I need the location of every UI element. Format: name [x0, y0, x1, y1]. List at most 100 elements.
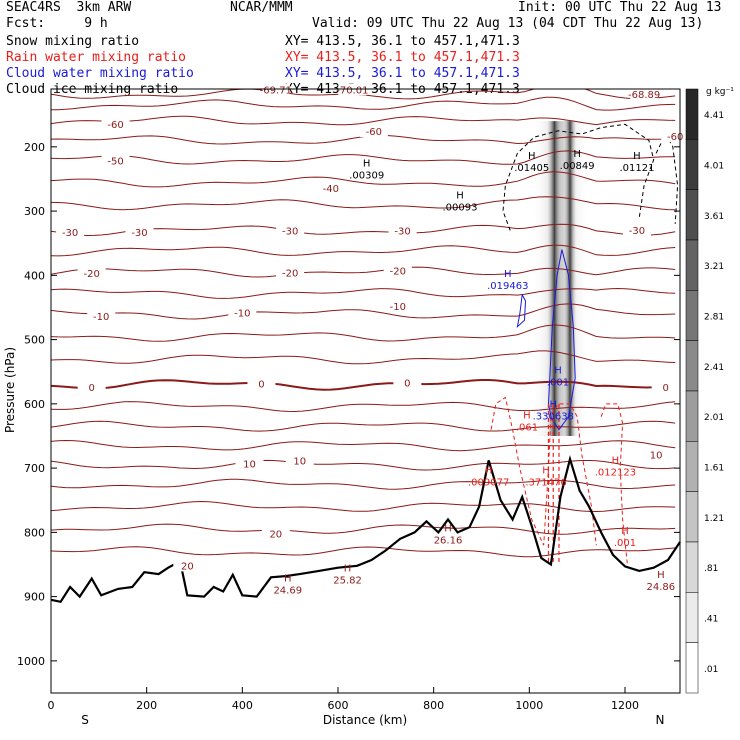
- maximum-label: .001: [614, 538, 636, 549]
- x-tick-label: 600: [327, 699, 348, 712]
- isotherm: [51, 350, 676, 365]
- maximum-label: .012123: [595, 467, 636, 478]
- colorbar-swatch: [685, 139, 699, 190]
- isotherm-label: -50: [107, 157, 123, 168]
- x-tick-label: 800: [423, 699, 444, 712]
- label-bg: [173, 559, 202, 572]
- field-cloud-water-label: Cloud water mixing ratio: [6, 66, 194, 81]
- maximum-marker: H: [554, 365, 562, 376]
- label-bg: [642, 448, 671, 461]
- x-tick-label: 200: [136, 699, 157, 712]
- y-tick-label: 700: [24, 462, 45, 475]
- colorbar-swatch: [685, 88, 699, 140]
- isotherm-label: 10: [650, 450, 663, 461]
- maximum-label: 26.16: [434, 536, 463, 547]
- maximum-marker: H: [504, 269, 512, 280]
- colorbar-label: 4.41: [704, 111, 724, 121]
- snow-column: [546, 121, 563, 436]
- label-bg: [383, 299, 412, 312]
- maximum-marker: H: [485, 466, 493, 477]
- isotherm: [51, 500, 676, 513]
- colorbar-swatch: [685, 340, 699, 392]
- isotherm: [51, 96, 676, 111]
- maximum-label: .001: [547, 377, 569, 388]
- isotherm-label: 0: [662, 383, 668, 394]
- maximum-marker: H: [528, 151, 536, 162]
- colorbar-swatch: [685, 592, 699, 643]
- isotherm-label: -20: [282, 268, 298, 279]
- colorbar-swatch: [685, 642, 699, 694]
- isotherm: [51, 223, 676, 237]
- isotherm-label: -60: [667, 132, 683, 143]
- maximum-label: .019463: [487, 281, 528, 292]
- isotherm: [51, 150, 676, 165]
- isotherm: [51, 401, 676, 413]
- isotherm: [51, 196, 676, 211]
- label-bg: [56, 225, 85, 238]
- maximum-label: .009077: [468, 478, 509, 489]
- label-bg: [383, 264, 412, 277]
- maximum-marker: H: [612, 455, 620, 466]
- x-left-end-label: S: [81, 713, 89, 727]
- isotherm-label: -10: [93, 312, 109, 323]
- label-bg: [247, 377, 276, 390]
- isotherm-label: -68.89: [628, 90, 660, 101]
- label-bg: [393, 376, 422, 389]
- maximum-label: .00309: [349, 171, 384, 182]
- isotherm-label: 20: [269, 529, 282, 540]
- plot-frame: [50, 88, 681, 694]
- isotherm: [51, 379, 676, 391]
- maximum-marker: H: [444, 524, 452, 535]
- isotherm: [51, 115, 676, 126]
- maximum-label: .01121: [619, 163, 654, 174]
- y-tick-label: 300: [24, 205, 45, 218]
- cloud-ice-contour: [655, 132, 679, 224]
- maximum-label: .00093: [442, 203, 477, 214]
- y-tick-label: 600: [24, 398, 45, 411]
- isotherm-label: -10: [234, 308, 250, 319]
- label-bg: [261, 527, 290, 540]
- label-bg: [101, 154, 130, 167]
- maximum-label: .01405: [514, 163, 549, 174]
- isotherm: [51, 324, 676, 342]
- isotherm-label: -30: [629, 226, 645, 237]
- label-bg: [316, 182, 345, 195]
- maximum-label: 25.82: [333, 575, 362, 586]
- y-tick-label: 200: [24, 141, 45, 154]
- y-tick-label: 500: [24, 334, 45, 347]
- isotherm: [51, 546, 676, 558]
- isotherm-label: 20: [181, 561, 194, 572]
- colorbar-label: .81: [704, 564, 718, 574]
- hydrometeor-contours: [490, 123, 679, 565]
- label-bg: [235, 457, 264, 470]
- label-bg: [228, 306, 257, 319]
- valid-time: Valid: 09 UTC Thu 22 Aug 13 (04 CDT Thu …: [312, 16, 704, 31]
- isotherm-label: 10: [243, 459, 256, 470]
- label-bg: [87, 310, 116, 323]
- y-axis-label: Pressure (hPa): [3, 347, 17, 433]
- maximum-marker: H: [523, 410, 531, 421]
- label-bg: [285, 454, 314, 467]
- label-bg: [388, 224, 417, 237]
- isotherm-label: -30: [394, 227, 410, 238]
- x-tick-label: 0: [48, 699, 55, 712]
- isotherm: [51, 171, 676, 188]
- colorbar-swatch: [685, 239, 699, 291]
- maximum-marker: H: [633, 151, 641, 162]
- maximum-label: .00849: [560, 161, 595, 172]
- isotherm: [51, 266, 676, 278]
- maximum-label: 24.86: [647, 582, 676, 593]
- y-tick-label: 800: [24, 526, 45, 539]
- label-bg: [77, 380, 106, 393]
- colorbar-swatch: [685, 441, 699, 492]
- label-bg: [359, 125, 388, 138]
- maximum-marker: H: [363, 159, 371, 170]
- maximum-label: 24.69: [273, 586, 302, 597]
- colorbar-label: 3.61: [704, 212, 724, 222]
- experiment-title: SEAC4RS 3km ARW: [6, 0, 132, 15]
- label-bg: [276, 266, 305, 279]
- isotherm: [51, 287, 676, 299]
- contour-labels: -70.01 -69.71 -68.89 -60 -60 -60 -50 -40 -30 -30 -…: [56, 83, 690, 597]
